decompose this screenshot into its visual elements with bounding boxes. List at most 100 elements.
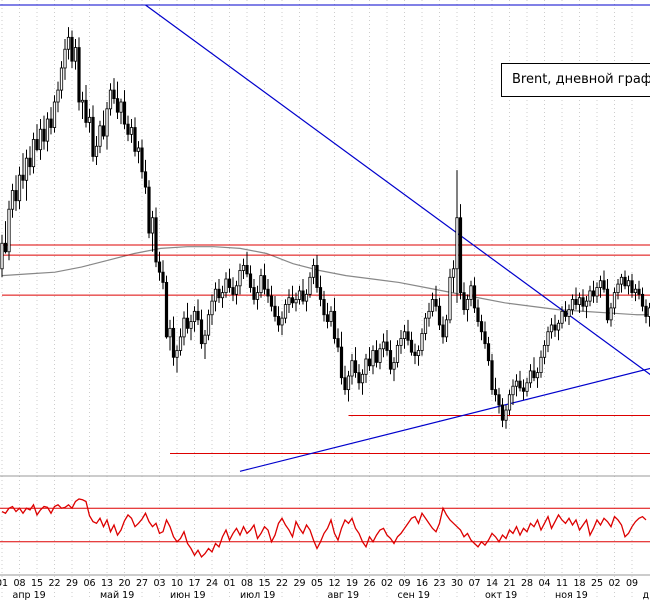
candle xyxy=(308,272,312,298)
day-tick-label: 15 xyxy=(31,578,43,589)
month-label: апр 19 xyxy=(13,590,46,600)
candle-body-up xyxy=(304,293,309,302)
month-label: май 19 xyxy=(100,590,134,600)
candle xyxy=(570,294,575,315)
candle-body-up xyxy=(66,36,71,50)
candle xyxy=(455,170,459,303)
candle xyxy=(472,277,477,314)
candle-body-down xyxy=(623,276,627,287)
candle-body-down xyxy=(21,174,25,181)
candle xyxy=(112,78,116,104)
candle-body-down xyxy=(112,89,116,100)
day-tick-label: 07 xyxy=(468,578,480,589)
candle xyxy=(343,365,347,395)
candle-body-up xyxy=(423,317,428,334)
day-tick-label: 17 xyxy=(188,578,200,589)
candle xyxy=(595,282,599,303)
candle xyxy=(276,306,281,332)
candle-body-down xyxy=(49,118,53,128)
candle-body-down xyxy=(199,319,204,345)
candle xyxy=(24,149,29,201)
candle-body-down xyxy=(28,157,32,168)
candle-body-up xyxy=(73,47,78,62)
candle-body-down xyxy=(602,280,606,290)
candle-body-down xyxy=(217,288,221,299)
candle-body-up xyxy=(371,350,375,367)
candle-body-down xyxy=(353,360,358,374)
candle xyxy=(514,374,519,397)
candle xyxy=(420,328,424,356)
day-tick-label: 01 xyxy=(0,578,8,589)
month-label: июн 19 xyxy=(170,590,206,600)
candle-body-down xyxy=(490,360,494,391)
candle-body-down xyxy=(126,123,130,135)
candle-body-down xyxy=(140,147,144,173)
candle-body-down xyxy=(479,321,484,333)
candle xyxy=(301,279,305,305)
candle xyxy=(388,340,393,375)
candle-body-up xyxy=(189,321,193,329)
candle-body-down xyxy=(196,310,200,321)
candle-body-up xyxy=(308,276,312,295)
candle-body-down xyxy=(406,331,410,341)
candle xyxy=(623,270,627,290)
candle xyxy=(591,280,596,303)
candle-body-up xyxy=(465,299,470,311)
candle xyxy=(602,270,606,293)
candle-body-up xyxy=(287,297,291,305)
candle-body-up xyxy=(549,324,554,333)
candle xyxy=(350,353,354,385)
candle-body-down xyxy=(122,101,127,125)
candle xyxy=(98,120,102,154)
candle xyxy=(213,282,218,312)
candle xyxy=(87,108,92,133)
candle xyxy=(409,331,414,356)
candle xyxy=(227,268,232,293)
candle-body-down xyxy=(521,387,526,392)
candle xyxy=(567,304,571,325)
candle-body-down xyxy=(343,377,347,391)
candle xyxy=(483,321,487,349)
candle xyxy=(255,285,260,310)
candle-body-up xyxy=(0,242,4,270)
candle xyxy=(220,285,225,308)
candle xyxy=(507,389,512,416)
candle-body-down xyxy=(332,310,337,339)
candle-body-down xyxy=(462,292,466,311)
candle-body-up xyxy=(280,317,284,326)
candle xyxy=(245,251,249,278)
candle xyxy=(119,98,123,125)
candle-body-up xyxy=(469,285,473,300)
day-tick-label: 27 xyxy=(136,578,148,589)
candle xyxy=(56,81,60,113)
month-label: сен 19 xyxy=(398,590,430,600)
candle-body-up xyxy=(7,208,11,253)
candle-body-up xyxy=(294,299,298,304)
candle-body-down xyxy=(336,338,340,348)
month-label: ноя 19 xyxy=(555,590,588,600)
candle-body-down xyxy=(266,288,270,297)
candle-body-down xyxy=(605,288,610,321)
candle-body-up xyxy=(234,285,239,295)
candle-body-up xyxy=(56,89,60,103)
candle-body-down xyxy=(301,290,305,302)
candle-body-down xyxy=(591,290,596,297)
day-tick-label: 29 xyxy=(293,578,305,589)
candle-body-up xyxy=(238,270,242,287)
candle xyxy=(280,311,284,336)
candle-body-down xyxy=(472,285,477,309)
candle xyxy=(52,95,57,133)
candle xyxy=(539,350,543,378)
candle xyxy=(182,311,186,346)
candle-body-up xyxy=(546,331,550,346)
candle xyxy=(259,268,263,298)
candle xyxy=(528,364,533,388)
candle-body-up xyxy=(402,331,407,339)
day-tick-label: 03 xyxy=(153,578,165,589)
candle-body-up xyxy=(560,310,564,324)
candle xyxy=(441,316,445,344)
candle-body-up xyxy=(175,350,179,358)
candle xyxy=(609,302,613,327)
candle-body-down xyxy=(154,217,158,263)
candle-body-down xyxy=(483,331,487,345)
